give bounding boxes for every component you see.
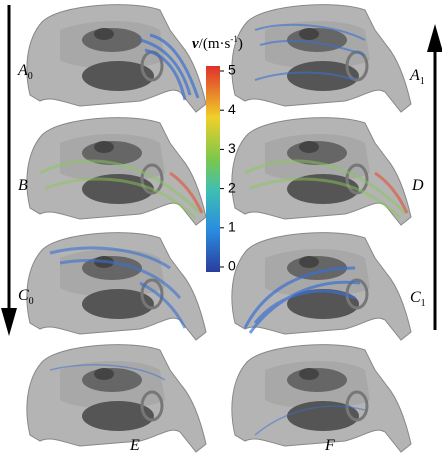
panel-a0 (27, 5, 206, 112)
panel-e (27, 345, 206, 452)
colorbar (206, 66, 220, 272)
right-arrow (427, 24, 442, 330)
colorbar-tick-label: 3 (228, 140, 236, 156)
panel-f (232, 345, 411, 452)
panel-c0 (27, 233, 206, 340)
panel-a1 (232, 5, 411, 112)
colorbar-tick-label: 2 (228, 179, 236, 195)
label-letter: A (17, 62, 28, 79)
panel-b (27, 118, 206, 225)
colorbar-unit: /(m·s (199, 36, 231, 52)
colorbar-close: ) (238, 36, 243, 52)
label-a1: A1 (409, 67, 425, 87)
panel-d (232, 118, 411, 225)
label-subscript: 1 (420, 76, 425, 87)
label-letter: A (409, 67, 420, 84)
colorbar-tick-label: 0 (228, 258, 236, 274)
label-letter: C (410, 289, 421, 306)
label-e: E (129, 437, 140, 454)
colorbar-exponent: -1 (230, 34, 238, 44)
colorbar-tick-label: 1 (228, 219, 236, 235)
colorbar-tick-label: 4 (228, 101, 236, 117)
label-subscript: 0 (28, 71, 33, 82)
label-letter: C (18, 287, 29, 304)
label-subscript: 1 (421, 298, 426, 309)
figure: A0 B C0 A1 D C1 E F v/(m·s-1) 012345 (0, 0, 442, 455)
label-b: B (18, 177, 28, 194)
colorbar-tick-label: 5 (228, 62, 236, 78)
panel-c1 (232, 233, 411, 340)
label-c1: C1 (410, 289, 426, 309)
label-subscript: 0 (29, 296, 34, 307)
label-d: D (411, 177, 424, 194)
left-arrow (1, 5, 17, 336)
label-f: F (324, 437, 335, 454)
